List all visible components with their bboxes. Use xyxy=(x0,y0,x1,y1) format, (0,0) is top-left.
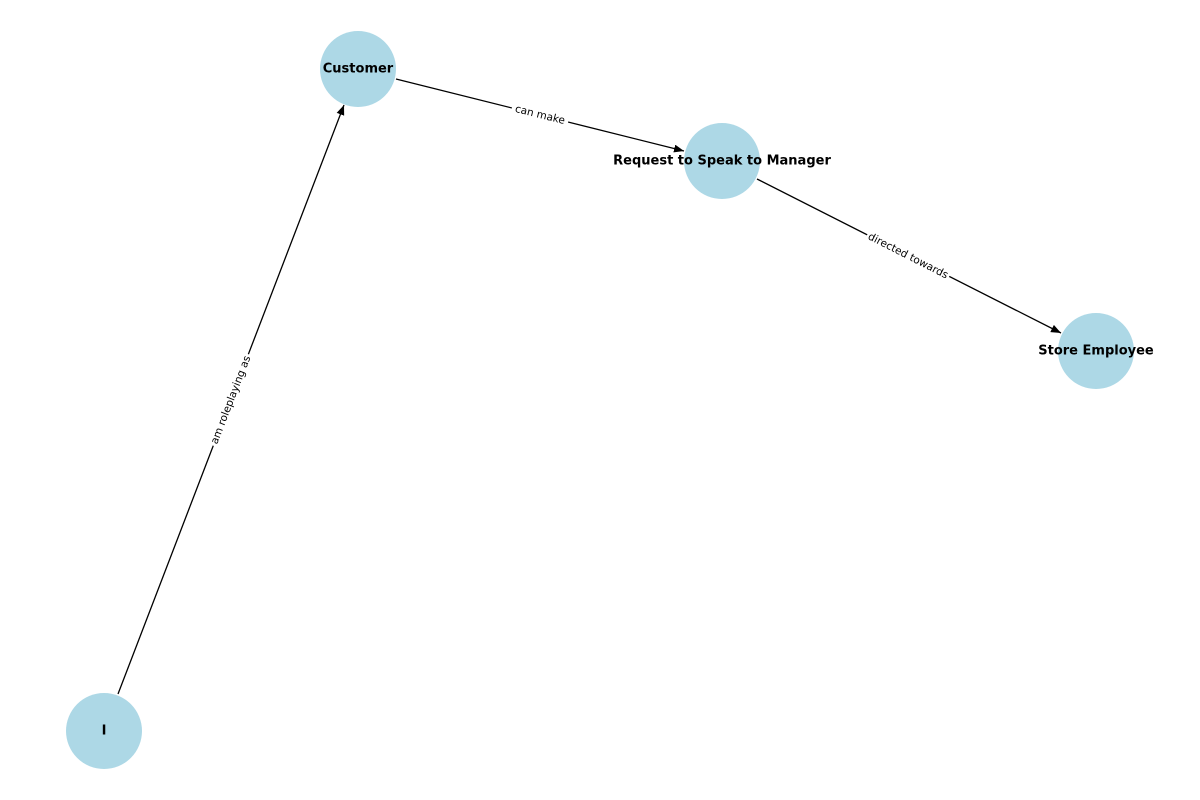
node-i: I xyxy=(66,693,142,769)
node-circle xyxy=(1058,313,1134,389)
node-label: Store Employee xyxy=(1038,344,1154,359)
node-store-employee: Store Employee xyxy=(1038,313,1154,389)
edges-layer xyxy=(117,78,1062,695)
edge-label-text: directed towards xyxy=(866,231,950,282)
node-customer: Customer xyxy=(320,31,396,107)
nodes-layer: Customer Request to Speak to Manager Sto… xyxy=(66,31,1154,769)
edge-label-text: can make xyxy=(514,103,566,127)
node-circle xyxy=(320,31,396,107)
node-request-to-speak-to-manager: Request to Speak to Manager xyxy=(613,123,831,199)
node-label: Customer xyxy=(323,62,394,77)
edge-label-text: am roleplaying as xyxy=(209,354,254,446)
edge-labels-layer: am roleplaying as can make directed towa… xyxy=(205,100,953,449)
node-label: Request to Speak to Manager xyxy=(613,154,831,169)
node-label: I xyxy=(102,724,107,739)
node-circle xyxy=(66,693,142,769)
node-circle xyxy=(684,123,760,199)
edge-label-directed-towards: directed towards xyxy=(863,227,953,285)
edge-label-can-make: can make xyxy=(509,100,571,130)
edge-label-am-roleplaying-as: am roleplaying as xyxy=(205,351,257,449)
